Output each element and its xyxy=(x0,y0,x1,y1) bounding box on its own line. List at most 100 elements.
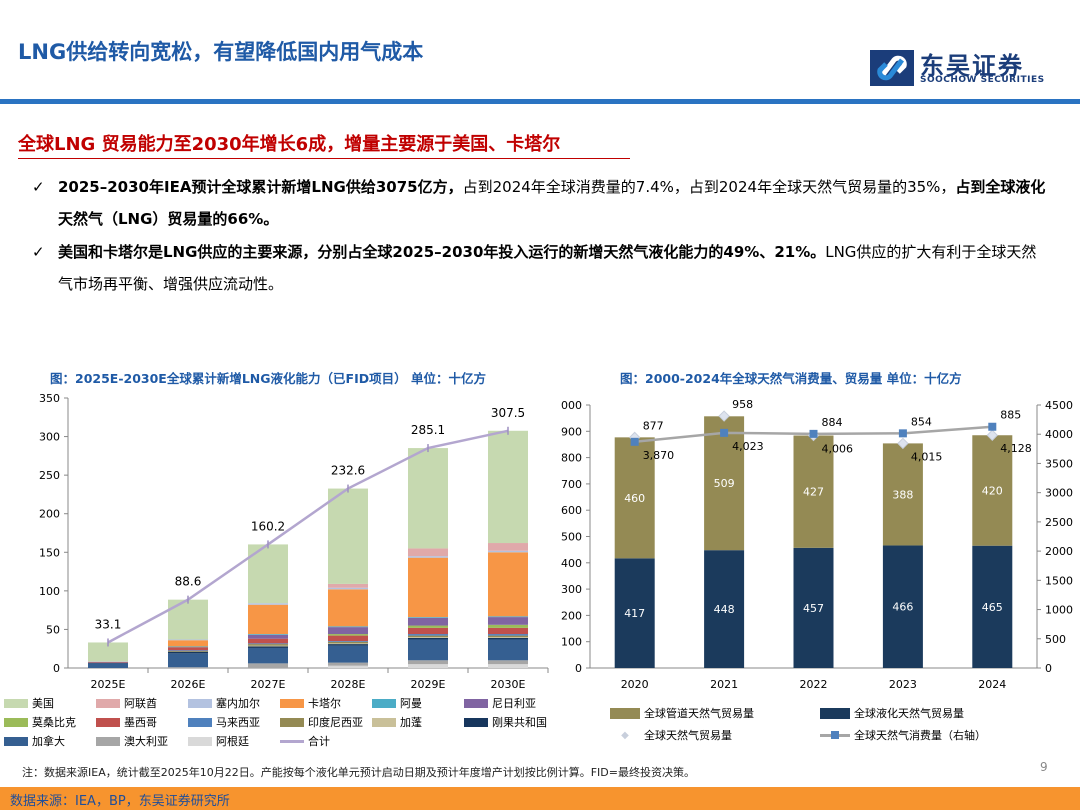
legend-item: 加拿大 xyxy=(4,733,65,749)
bar-value-label: 420 xyxy=(982,484,1003,497)
bar-segment xyxy=(248,603,288,605)
gas-consumption-trade-chart: 0 100 200 300 400 500 600 700 800 900 1000 0 500 1000… xyxy=(560,398,1073,691)
bar-segment xyxy=(168,651,208,652)
check-icon: ✓ xyxy=(32,178,45,196)
bar-value-label: 466 xyxy=(892,601,913,614)
legend-swatch xyxy=(96,717,120,727)
bar-segment xyxy=(248,643,288,645)
bullet-text: 占到2024年全球消费量的7.4%，占到2024年全球天然气贸易量的35%， xyxy=(462,178,956,196)
legend-item: 全球液化天然气贸易量 xyxy=(820,705,964,721)
bar-segment xyxy=(408,557,448,618)
subtitle-underline xyxy=(18,158,630,159)
x-tick-label: 2025E xyxy=(91,678,126,691)
bullet-bold: 2025–2030年IEA预计全球累计新增LNG供给3075亿方， xyxy=(58,178,463,196)
y-tick-label: 500 xyxy=(561,531,582,544)
bar-segment xyxy=(168,639,208,641)
legend-item: 墨西哥 xyxy=(96,714,157,730)
bar-segment xyxy=(88,661,128,663)
source-text: 数据来源：IEA，BP，东吴证券研究所 xyxy=(10,794,230,809)
legend-swatch xyxy=(610,707,640,719)
legend-marker xyxy=(831,730,839,739)
bar-segment xyxy=(328,641,368,642)
trade-label: 854 xyxy=(911,415,932,428)
y-tick-label: 350 xyxy=(39,392,60,405)
consumption-marker xyxy=(898,429,907,438)
legend-item: 马来西亚 xyxy=(188,714,260,730)
header-divider xyxy=(0,99,1080,104)
y-tick-label: 100 xyxy=(561,636,582,649)
legend-swatch xyxy=(96,736,120,746)
y-tick-label: 0 xyxy=(575,662,582,675)
consumption-marker xyxy=(988,422,997,431)
x-tick-label: 2027E xyxy=(251,678,286,691)
bar-segment xyxy=(168,650,208,652)
bar-segment xyxy=(408,617,448,618)
bar-segment xyxy=(488,639,528,661)
logo-en: SOOCHOW SECURITIES xyxy=(920,75,1045,85)
bar-segment xyxy=(408,625,448,628)
bar-segment xyxy=(328,635,368,641)
legend-item: 刚果共和国 xyxy=(464,714,547,730)
legend-label: 全球天然气贸易量 xyxy=(644,729,732,742)
bar-segment xyxy=(168,667,208,668)
legend-swatch xyxy=(280,698,304,708)
bullet-text: LNG供应的扩大有利于全球天然气市场再平衡、增强供应流动性。 xyxy=(58,243,1037,293)
bar-segment xyxy=(168,646,208,648)
bullet-1: ✓ 2025–2030年IEA预计全球累计新增LNG供给3075亿方，占到202… xyxy=(32,171,1046,235)
bar-segment xyxy=(408,660,448,665)
bar-segment xyxy=(408,556,448,558)
legend-label: 全球液化天然气贸易量 xyxy=(854,707,964,720)
y2-tick-label: 500 xyxy=(1045,633,1066,646)
x-tick-label: 2030E xyxy=(491,678,526,691)
legend-swatch xyxy=(372,717,396,727)
bar-segment xyxy=(972,545,1013,668)
lng-capacity-chart: 0 50 100 150 200 250 300 350 2025E 33.1 2026E 88.6 2… xyxy=(39,392,549,691)
bar-segment xyxy=(328,626,368,628)
legend-item: 阿曼 xyxy=(372,695,422,711)
y-tick-label: 200 xyxy=(561,609,582,622)
y2-tick-label: 4000 xyxy=(1045,428,1073,441)
legend-swatch: ◆ xyxy=(621,729,629,741)
bar-segment xyxy=(704,550,745,668)
source-footer: 数据来源：IEA，BP，东吴证券研究所 xyxy=(0,787,1080,810)
y-tick-label: 150 xyxy=(39,546,60,559)
bar-segment xyxy=(488,550,528,553)
y-tick-label: 300 xyxy=(561,583,582,596)
legend-label: 阿联酋 xyxy=(124,697,157,710)
trade-marker xyxy=(986,429,999,441)
bullet-2: ✓ 美国和卡塔尔是LNG供应的主要来源，分别占全球2025–2030年投入运行的… xyxy=(32,236,1046,300)
legend-swatch xyxy=(820,707,850,719)
total-label: 33.1 xyxy=(95,617,122,631)
x-tick-label: 2023 xyxy=(889,678,917,691)
bar-segment xyxy=(248,646,288,648)
bar-segment xyxy=(168,653,208,668)
bar-segment xyxy=(328,587,368,590)
logo-icon xyxy=(870,50,914,86)
bar-segment xyxy=(328,643,368,645)
y-tick-label: 50 xyxy=(46,623,60,636)
right-chart-title: 图：2000-2024年全球天然气消费量、贸易量 单位：十亿方 xyxy=(620,371,962,386)
legend-item: 美国 xyxy=(4,695,54,711)
legend-item: 尼日利亚 xyxy=(464,695,536,711)
bar-value-label: 457 xyxy=(803,602,824,615)
bar-segment xyxy=(408,548,448,557)
legend-item: 卡塔尔 xyxy=(280,695,341,711)
bullet-bold: 占到全球液化天然气（LNG）贸易量的66%。 xyxy=(58,178,1046,228)
legend-label: 卡塔尔 xyxy=(308,697,341,710)
bar-segment xyxy=(168,651,208,654)
legend-swatch xyxy=(188,698,212,708)
bar-segment xyxy=(248,634,288,635)
bar-value-label: 460 xyxy=(624,492,645,505)
y2-tick-label: 3000 xyxy=(1045,487,1073,500)
legend-swatch xyxy=(4,717,28,727)
legend-label: 澳大利亚 xyxy=(124,735,168,748)
legend-item: 澳大利亚 xyxy=(96,733,168,749)
bar-value-label: 509 xyxy=(714,477,735,490)
bar-segment xyxy=(488,637,528,638)
legend-item: 莫桑比克 xyxy=(4,714,76,730)
x-tick-label: 2020 xyxy=(621,678,649,691)
consumption-label: 3,870 xyxy=(643,449,675,462)
bar-segment xyxy=(248,647,288,664)
legend-item: 阿联酋 xyxy=(96,695,157,711)
legend-swatch xyxy=(820,730,850,739)
